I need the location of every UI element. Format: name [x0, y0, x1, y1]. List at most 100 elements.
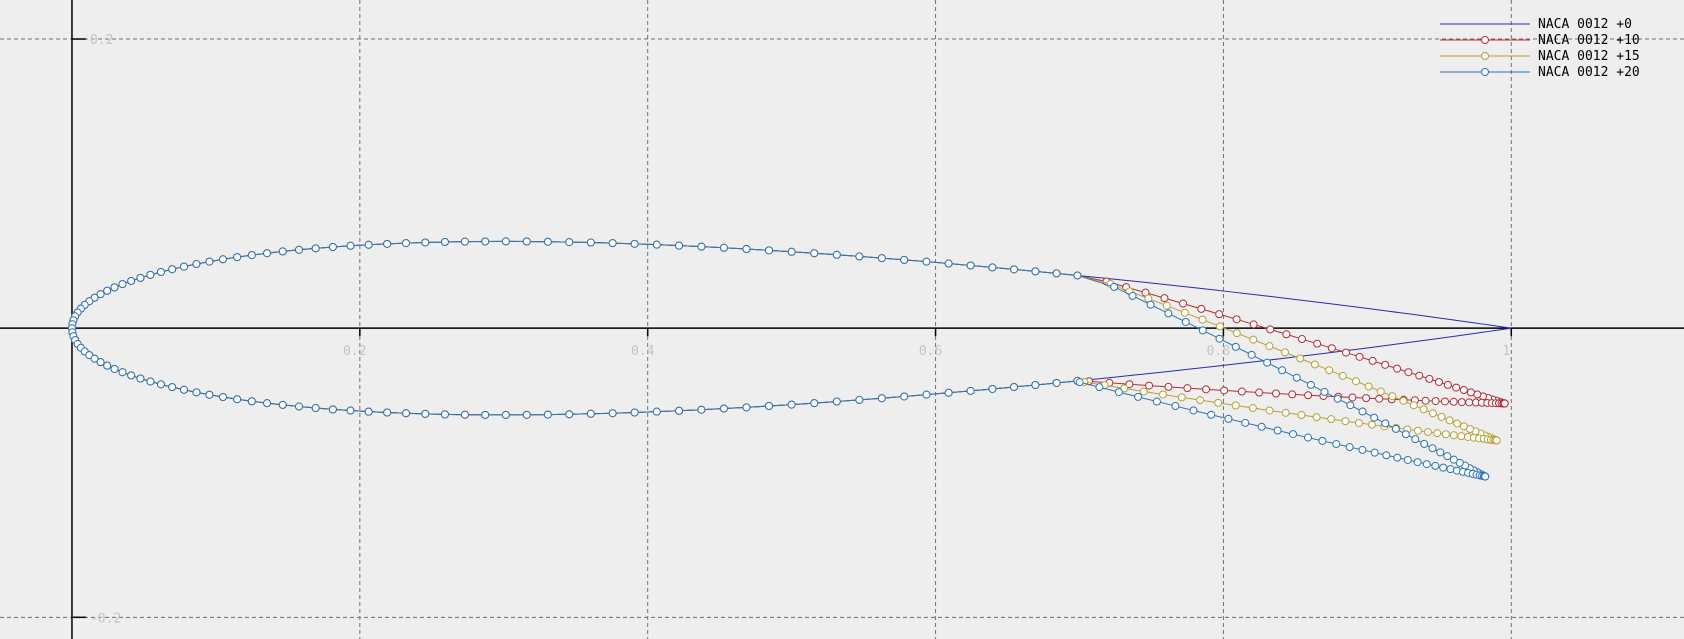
data-point	[1433, 429, 1442, 438]
data-point	[675, 406, 684, 415]
data-point	[136, 273, 145, 282]
data-point	[1420, 439, 1429, 448]
data-point	[1481, 472, 1490, 481]
data-point	[832, 397, 841, 406]
data-point	[1358, 407, 1367, 416]
data-point	[1393, 364, 1402, 373]
legend-label: NACA 0012 +20	[1538, 65, 1640, 80]
data-point	[96, 358, 105, 367]
data-point	[1232, 315, 1241, 324]
data-point	[247, 397, 256, 406]
data-point	[1465, 398, 1474, 407]
data-point	[1052, 378, 1061, 387]
data-point	[1306, 380, 1315, 389]
data-point	[1415, 371, 1424, 380]
data-point	[1189, 406, 1198, 415]
legend-swatch-marker	[1481, 36, 1489, 44]
data-point	[1431, 461, 1440, 470]
data-point	[205, 257, 214, 266]
data-point	[90, 354, 99, 363]
data-point	[1215, 334, 1224, 343]
x-tick-label: 0.2	[343, 344, 366, 359]
data-point	[1439, 463, 1448, 472]
data-point	[1449, 455, 1458, 464]
data-point	[1304, 391, 1313, 400]
data-point	[565, 410, 574, 419]
series-group	[67, 237, 1512, 481]
data-point	[810, 399, 819, 408]
data-point	[460, 410, 469, 419]
data-point	[1031, 380, 1040, 389]
data-point	[1215, 310, 1224, 319]
data-point	[180, 385, 188, 394]
data-point	[364, 240, 373, 249]
data-point	[328, 405, 337, 414]
data-point	[988, 263, 997, 272]
x-tick-label: 0.4	[631, 344, 655, 359]
data-point	[675, 241, 684, 250]
data-point	[233, 253, 242, 262]
data-point	[1266, 325, 1275, 334]
data-point	[1231, 342, 1240, 351]
data-point	[1265, 406, 1274, 415]
data-point	[1231, 401, 1240, 410]
data-point	[1332, 440, 1341, 449]
data-point	[501, 410, 510, 419]
data-point	[1327, 415, 1336, 424]
data-point	[1183, 384, 1192, 393]
data-point	[383, 239, 392, 248]
data-point	[944, 259, 953, 268]
data-point	[1449, 431, 1458, 440]
data-point	[1466, 388, 1475, 397]
data-point	[311, 404, 320, 413]
y-tick-label: -0.2	[90, 611, 121, 626]
data-point	[1198, 326, 1207, 335]
data-point	[1160, 294, 1169, 303]
data-point	[1247, 350, 1256, 359]
data-point	[1198, 315, 1207, 324]
data-point	[1341, 417, 1350, 426]
data-point	[1446, 465, 1455, 474]
data-point	[1292, 373, 1301, 382]
data-point	[543, 237, 552, 246]
data-point	[1346, 401, 1355, 410]
data-point	[136, 374, 145, 383]
data-point	[1281, 408, 1290, 417]
data-point	[156, 380, 165, 389]
data-point	[1249, 320, 1258, 329]
data-point	[765, 246, 774, 255]
data-point	[1134, 392, 1143, 401]
data-point	[1388, 392, 1397, 401]
data-point	[1010, 382, 1019, 391]
data-point	[1310, 360, 1319, 369]
data-point	[742, 403, 751, 412]
data-point	[1146, 300, 1155, 309]
data-point	[1459, 386, 1468, 395]
data-point	[146, 270, 155, 279]
data-point	[543, 410, 552, 419]
data-point	[1207, 410, 1216, 419]
data-point	[1421, 396, 1430, 405]
data-point	[1376, 387, 1385, 396]
data-point	[1120, 384, 1129, 393]
data-point	[402, 239, 411, 248]
data-point	[118, 368, 127, 377]
data-point	[1341, 348, 1350, 357]
data-point	[1320, 387, 1329, 396]
data-point	[1249, 335, 1258, 344]
data-point	[1220, 386, 1229, 395]
data-point	[311, 244, 320, 253]
data-point	[1255, 388, 1264, 397]
data-point	[1443, 452, 1452, 461]
data-point	[1281, 348, 1290, 357]
data-point	[1303, 433, 1312, 442]
data-point	[1419, 405, 1428, 414]
legend-entry: NACA 0012 +15	[1440, 49, 1640, 64]
data-point	[1318, 436, 1327, 445]
data-point	[1282, 330, 1291, 339]
data-point	[877, 394, 886, 403]
